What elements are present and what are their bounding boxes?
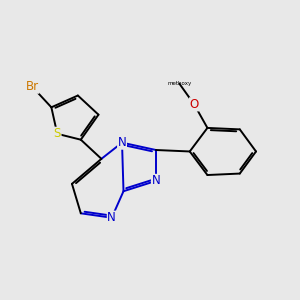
Text: N: N (107, 211, 116, 224)
Text: S: S (54, 127, 61, 140)
Text: Br: Br (26, 80, 39, 93)
Text: N: N (118, 136, 126, 149)
Text: methoxy: methoxy (167, 81, 192, 86)
Text: O: O (190, 98, 199, 111)
Text: N: N (152, 174, 160, 188)
